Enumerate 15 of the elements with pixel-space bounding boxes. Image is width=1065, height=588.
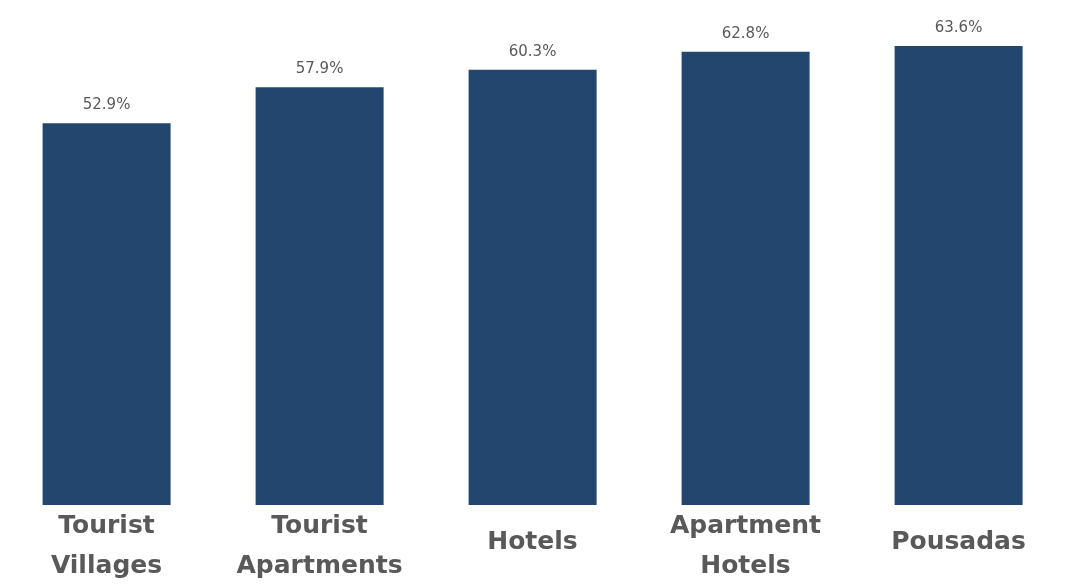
bar	[42, 123, 171, 505]
data-label: 57.9%	[295, 59, 344, 78]
data-label: 62.8%	[721, 23, 770, 42]
x-tick-label: Tourist Villages	[50, 510, 163, 579]
bar	[468, 69, 597, 505]
data-label: 63.6%	[934, 18, 983, 36]
bar	[894, 46, 1023, 505]
data-label: 60.3%	[508, 41, 557, 60]
bar	[681, 51, 810, 505]
x-tick-label: Hotels	[487, 526, 578, 555]
bar	[255, 87, 384, 505]
x-tick-label: Apartment Hotels	[669, 510, 822, 579]
x-tick-label: Pousadas	[891, 526, 1026, 555]
data-label: 52.9%	[82, 95, 131, 114]
x-tick-label: Tourist Apartments	[236, 510, 403, 579]
